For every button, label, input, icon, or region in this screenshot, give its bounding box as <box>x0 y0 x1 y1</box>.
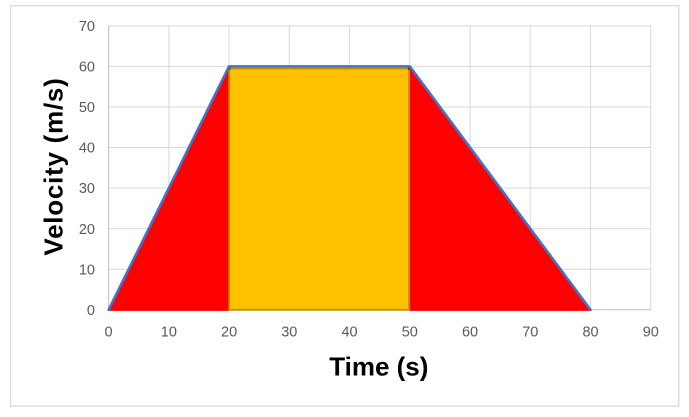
svg-text:80: 80 <box>582 325 598 341</box>
svg-text:Time (s): Time (s) <box>329 352 428 382</box>
svg-text:0: 0 <box>105 325 113 341</box>
svg-text:50: 50 <box>402 325 418 341</box>
svg-text:40: 40 <box>341 325 357 341</box>
svg-text:50: 50 <box>79 100 95 116</box>
svg-text:30: 30 <box>79 181 95 197</box>
svg-text:10: 10 <box>161 325 177 341</box>
svg-text:60: 60 <box>462 325 478 341</box>
svg-text:70: 70 <box>79 19 95 35</box>
svg-text:30: 30 <box>281 325 297 341</box>
svg-text:90: 90 <box>643 325 659 341</box>
svg-text:10: 10 <box>79 262 95 278</box>
svg-text:70: 70 <box>522 325 538 341</box>
svg-text:0: 0 <box>87 303 95 319</box>
svg-text:40: 40 <box>79 141 95 157</box>
svg-text:20: 20 <box>221 325 237 341</box>
svg-text:Velocity (m/s): Velocity (m/s) <box>39 77 69 255</box>
svg-text:60: 60 <box>79 60 95 76</box>
svg-text:20: 20 <box>79 222 95 238</box>
